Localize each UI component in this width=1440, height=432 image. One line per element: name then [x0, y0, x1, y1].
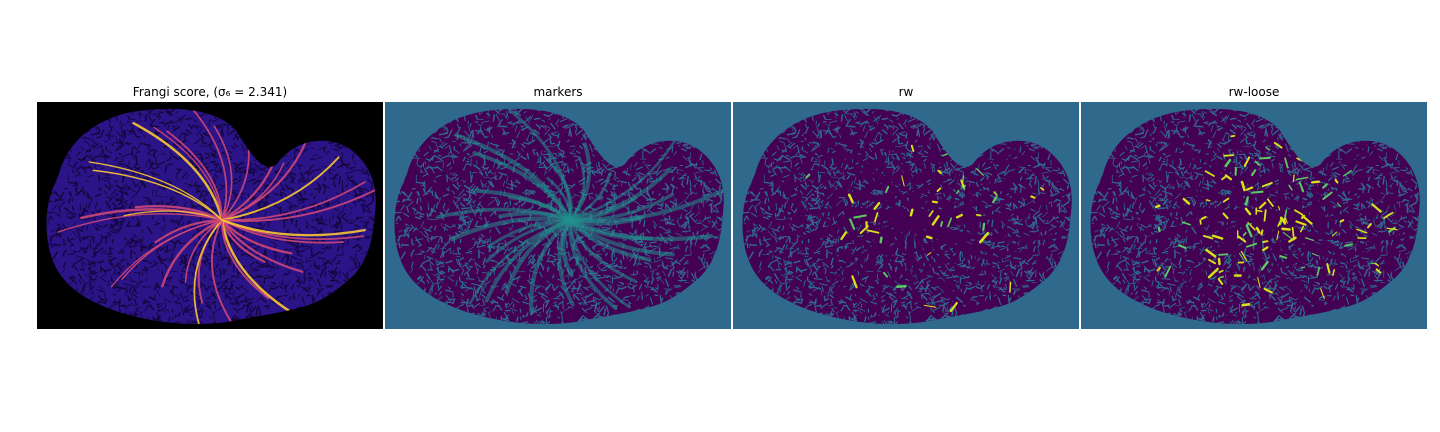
rw-loose-image [1081, 102, 1427, 329]
vessel-labels [805, 138, 1045, 313]
frangi-image-canvas [37, 102, 383, 329]
markers-image-canvas [385, 102, 731, 329]
vessel-labels [1154, 135, 1398, 307]
panel-title-frangi: Frangi score, (σ₆ = 2.341) [132, 85, 288, 99]
markers-image [385, 102, 731, 329]
vessel-network [437, 108, 724, 315]
rw-loose-image-canvas [1081, 102, 1427, 329]
panel-title-rw-loose: rw-loose [1228, 85, 1280, 99]
panel-title-rw: rw [898, 85, 914, 99]
rw-image-canvas [733, 102, 1079, 329]
vessel-network [785, 108, 1072, 315]
rw-image [733, 102, 1079, 329]
frangi-score-image [37, 102, 383, 329]
panel-title-markers: markers [533, 85, 583, 99]
